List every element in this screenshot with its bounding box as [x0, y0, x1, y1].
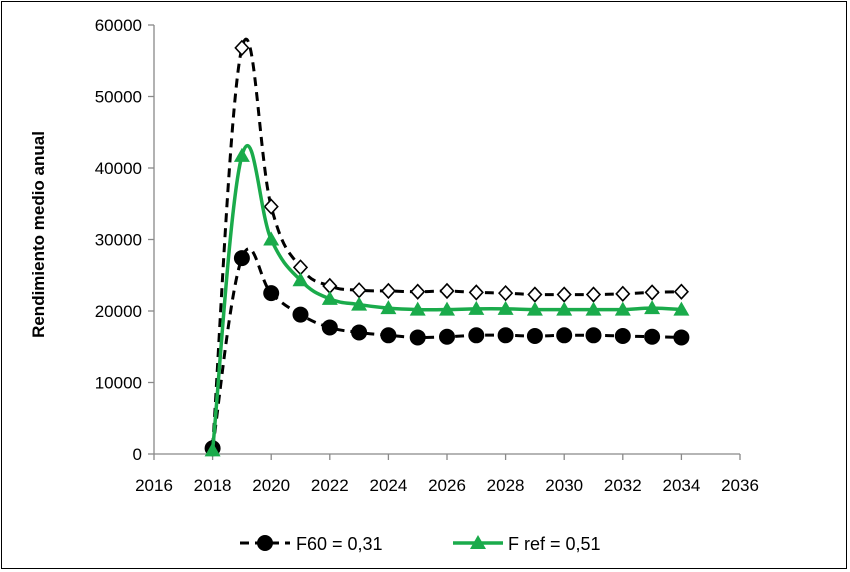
series-line: [211, 247, 682, 449]
data-point: [233, 147, 250, 162]
x-tick-label: 2034: [662, 476, 700, 495]
data-point: [468, 300, 485, 315]
data-point: [380, 282, 396, 300]
x-tick-label: 2022: [311, 476, 349, 495]
data-point: [497, 327, 514, 344]
data-point: [409, 329, 426, 346]
data-point: [585, 286, 602, 303]
axes: 0 10000 20000 30000 40000 50000 60000 2016 2018 2…: [95, 16, 759, 495]
y-tick-label: 30000: [95, 231, 142, 250]
x-tick-label: 2026: [428, 476, 466, 495]
legend-swatch-marker: [257, 535, 273, 551]
series-0: [204, 247, 690, 457]
x-tick-label: 2016: [135, 476, 173, 495]
data-point: [380, 327, 397, 344]
data-point: [292, 272, 309, 287]
data-point: [409, 301, 426, 316]
x-tick-label: 2036: [721, 476, 759, 495]
data-point: [556, 286, 572, 303]
series-layer: [204, 37, 690, 457]
data-point: [498, 284, 514, 302]
data-point: [585, 301, 602, 316]
data-point: [263, 198, 279, 215]
data-point: [351, 282, 367, 299]
data-point: [439, 282, 455, 300]
data-point: [439, 301, 455, 316]
legend-swatch-marker: [470, 535, 486, 549]
data-point: [614, 301, 631, 316]
data-point: [234, 39, 250, 57]
data-point: [615, 285, 631, 303]
x-tick-label: 2028: [487, 476, 525, 495]
data-point: [526, 301, 543, 316]
data-point: [321, 319, 338, 336]
data-point: [644, 300, 661, 315]
data-point: [556, 301, 573, 316]
x-tick-label: 2018: [194, 476, 232, 495]
x-tick-label: 2024: [369, 476, 407, 495]
legend-item: F60 = 0,31: [240, 534, 383, 554]
data-point: [321, 290, 338, 305]
data-point: [644, 328, 661, 345]
series-line: [211, 37, 682, 447]
data-point: [644, 284, 660, 301]
data-point: [263, 285, 280, 302]
y-tick-label: 50000: [95, 88, 142, 107]
data-point: [263, 231, 280, 246]
data-point: [673, 329, 690, 346]
y-tick-label: 60000: [95, 16, 142, 35]
series-2: [205, 37, 689, 456]
data-point: [204, 442, 221, 457]
x-tick-label: 2030: [545, 476, 583, 495]
y-tick-label: 10000: [95, 374, 142, 393]
data-point: [351, 324, 368, 341]
y-tick-label: 20000: [95, 302, 142, 321]
legend-item: F ref = 0,51: [453, 534, 601, 554]
data-point: [673, 301, 690, 316]
data-point: [527, 286, 543, 303]
data-point: [614, 328, 631, 345]
data-point: [233, 250, 250, 267]
data-point: [468, 284, 484, 301]
data-point: [351, 296, 368, 311]
data-point: [497, 300, 514, 315]
legend-label: F ref = 0,51: [508, 534, 601, 554]
data-point: [439, 328, 455, 345]
y-tick-label: 0: [133, 445, 142, 464]
legend: F60 = 0,31 F ref = 0,51: [240, 534, 601, 554]
x-tick-label: 2032: [604, 476, 642, 495]
data-point: [292, 306, 309, 323]
data-point: [585, 327, 602, 344]
data-point: [380, 300, 397, 315]
data-point: [556, 327, 573, 344]
series-1: [204, 144, 690, 457]
data-point: [410, 283, 426, 300]
y-axis-title: Rendimiento medio anual: [29, 131, 48, 338]
y-tick-label: 40000: [95, 159, 142, 178]
data-point: [468, 327, 485, 344]
legend-label: F60 = 0,31: [296, 534, 383, 554]
x-tick-label: 2020: [252, 476, 290, 495]
data-point: [526, 328, 543, 345]
data-point: [673, 283, 689, 300]
